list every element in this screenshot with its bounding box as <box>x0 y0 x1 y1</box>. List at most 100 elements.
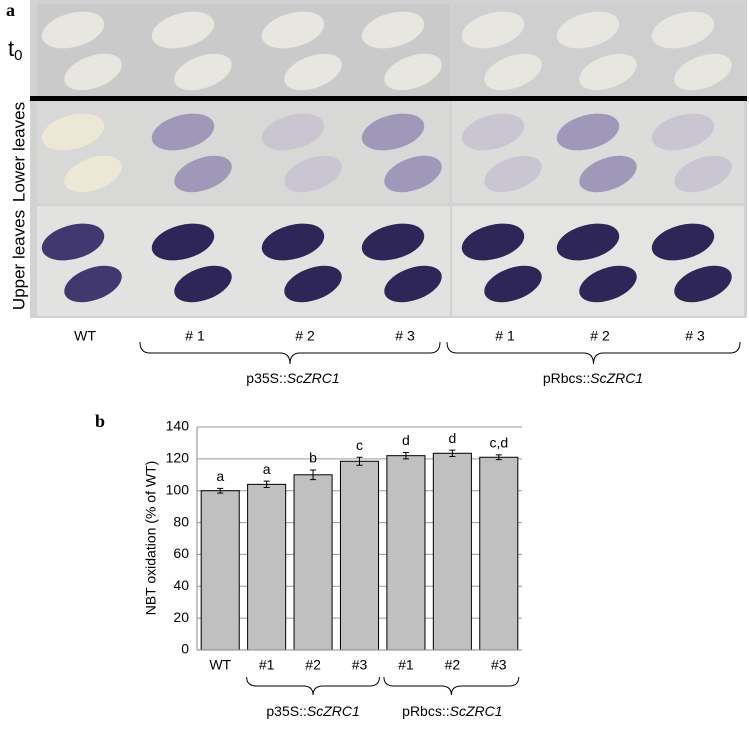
annotation: a <box>216 468 224 484</box>
brace <box>383 676 520 696</box>
leaf <box>651 223 715 261</box>
bar <box>386 455 426 651</box>
group-label-italic: ScZRC1 <box>450 703 503 719</box>
y-tick-label: 20 <box>173 609 189 625</box>
group-label-italic: ScZRC1 <box>307 703 360 719</box>
column-label: # 2 <box>590 328 610 344</box>
leaf <box>484 265 542 303</box>
leaf <box>361 11 425 49</box>
error-bar <box>356 456 363 466</box>
x-tick-label: #3 <box>491 657 507 673</box>
x-tick-label: #2 <box>445 657 461 673</box>
leaf <box>484 53 542 91</box>
group-label-prefix: p35S:: <box>246 370 286 386</box>
column-label: # 3 <box>395 328 415 344</box>
leaf <box>461 11 525 49</box>
photo-lower-left <box>37 101 450 203</box>
leaf <box>674 265 732 303</box>
panel-letter: a <box>6 0 15 20</box>
y-tick-label: 40 <box>173 577 189 593</box>
x-tick-label: #2 <box>305 657 321 673</box>
leaf <box>556 223 620 261</box>
leaf <box>41 11 105 49</box>
leaf <box>41 223 105 261</box>
error-bar <box>402 451 409 460</box>
column-label: WT <box>74 328 96 344</box>
leaf <box>674 53 732 91</box>
error-bar <box>263 480 270 489</box>
leaf <box>384 53 442 91</box>
x-tick-label: WT <box>209 657 231 673</box>
x-tick-label: #1 <box>259 657 275 673</box>
group-label-prefix: p35S:: <box>266 703 306 719</box>
leaf <box>41 113 105 151</box>
leaf <box>651 113 715 151</box>
leaf <box>284 265 342 303</box>
column-label: # 1 <box>495 328 515 344</box>
leaf <box>674 155 732 193</box>
leaf <box>174 53 232 91</box>
annotation: d <box>448 430 456 446</box>
bar <box>479 456 519 651</box>
leaf <box>151 113 215 151</box>
bar <box>293 474 333 651</box>
leaf <box>556 11 620 49</box>
leaf <box>174 265 232 303</box>
x-tick-label: #1 <box>398 657 414 673</box>
leaf <box>151 11 215 49</box>
divider <box>30 96 747 101</box>
y-tick-label: 60 <box>173 545 189 561</box>
row-label: t0 <box>8 36 22 64</box>
error-bar <box>495 454 502 461</box>
annotation: c,d <box>489 435 508 451</box>
leaf <box>384 155 442 193</box>
photo-upper-left <box>37 206 450 316</box>
y-tick-label: 120 <box>166 450 190 466</box>
leaf <box>151 223 215 261</box>
bar <box>200 490 240 651</box>
brace <box>246 676 380 696</box>
y-tick-label: 80 <box>173 513 189 529</box>
bar <box>339 460 380 651</box>
y-tick-label: 140 <box>166 418 190 434</box>
panel-letter: b <box>95 411 105 431</box>
group-label: pRbcs::ScZRC1 <box>543 370 643 386</box>
leaf <box>384 265 442 303</box>
leaf <box>579 53 637 91</box>
bar <box>432 452 472 651</box>
leaf <box>261 223 325 261</box>
annotation: d <box>402 432 410 448</box>
leaf <box>284 53 342 91</box>
leaf <box>284 155 342 193</box>
group-label: pRbcs::ScZRC1 <box>402 703 502 719</box>
row-label: Upper leaves <box>9 210 28 310</box>
row-label-sub: 0 <box>14 47 22 64</box>
brace <box>139 341 441 365</box>
leaf <box>64 53 122 91</box>
leaf <box>484 155 542 193</box>
leaf <box>556 113 620 151</box>
leaf <box>461 223 525 261</box>
annotation: b <box>309 450 317 466</box>
error-bar <box>310 469 317 481</box>
leaf <box>64 155 122 193</box>
leaves <box>41 11 732 303</box>
y-axis-label: NBT oxidation (% of WT) <box>143 461 159 616</box>
annotation: c <box>356 437 363 453</box>
x-tick-label: #3 <box>352 657 368 673</box>
column-label: # 3 <box>685 328 705 344</box>
leaf <box>261 113 325 151</box>
group-label: p35S::ScZRC1 <box>266 703 359 719</box>
error-bar <box>217 487 224 494</box>
column-label: # 2 <box>295 328 315 344</box>
leaf <box>461 113 525 151</box>
leaf <box>579 265 637 303</box>
error-bar <box>449 449 456 457</box>
leaf <box>64 265 122 303</box>
annotation: a <box>263 461 271 477</box>
row-label: Lower leaves <box>9 102 28 202</box>
leaf <box>651 11 715 49</box>
brace <box>446 341 741 365</box>
